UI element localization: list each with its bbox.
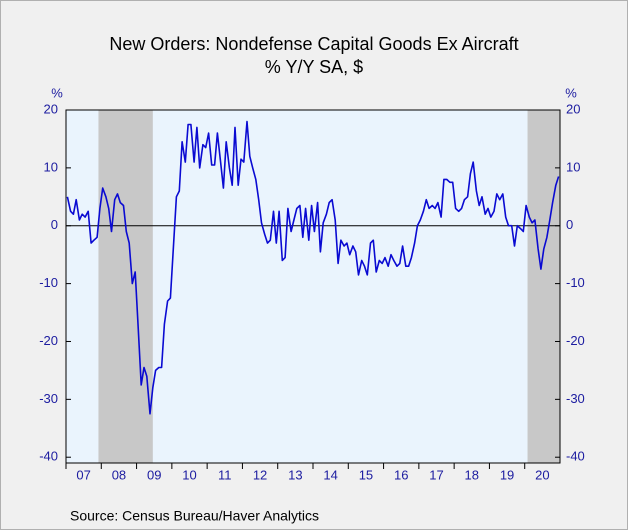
y2-unit: % xyxy=(565,85,577,100)
y-tick-label: -30 xyxy=(39,391,58,406)
x-tick-label: 15 xyxy=(359,467,373,482)
chart-subtitle: % Y/Y SA, $ xyxy=(265,57,363,77)
y2-tick-label: 0 xyxy=(566,217,573,232)
x-tick-label: 08 xyxy=(112,467,126,482)
x-tick-label: 11 xyxy=(218,467,232,482)
y2-tick-label: 10 xyxy=(566,159,580,174)
y-tick-label: -40 xyxy=(39,449,58,464)
x-tick-label: 12 xyxy=(253,467,267,482)
chart-title: New Orders: Nondefense Capital Goods Ex … xyxy=(109,34,518,54)
recession-shade xyxy=(527,110,560,463)
y2-tick-label: -10 xyxy=(566,275,585,290)
y2-tick-label: 20 xyxy=(566,101,580,116)
x-tick-label: 19 xyxy=(500,467,514,482)
y2-tick-label: -40 xyxy=(566,449,585,464)
y-tick-label: -10 xyxy=(39,275,58,290)
x-tick-label: 17 xyxy=(429,467,443,482)
x-tick-label: 18 xyxy=(465,467,479,482)
data-line xyxy=(66,120,560,415)
y-tick-label: 20 xyxy=(44,101,58,116)
y-tick-label: 0 xyxy=(51,217,58,232)
x-tick-label: 14 xyxy=(323,467,337,482)
y-tick-label: -20 xyxy=(39,333,58,348)
x-tick-label: 07 xyxy=(76,467,90,482)
x-tick-label: 20 xyxy=(535,467,549,482)
recession-shade xyxy=(98,110,153,463)
x-tick-label: 13 xyxy=(288,467,302,482)
x-tick-label: 09 xyxy=(147,467,161,482)
y-tick-label: 10 xyxy=(44,159,58,174)
y-unit: % xyxy=(51,85,63,100)
plot-border xyxy=(65,109,561,464)
y2-tick-label: -30 xyxy=(566,391,585,406)
x-tick-label: 10 xyxy=(182,467,196,482)
x-tick-label: 16 xyxy=(394,467,408,482)
y2-tick-label: -20 xyxy=(566,333,585,348)
source: Source: Census Bureau/Haver Analytics xyxy=(70,508,319,524)
